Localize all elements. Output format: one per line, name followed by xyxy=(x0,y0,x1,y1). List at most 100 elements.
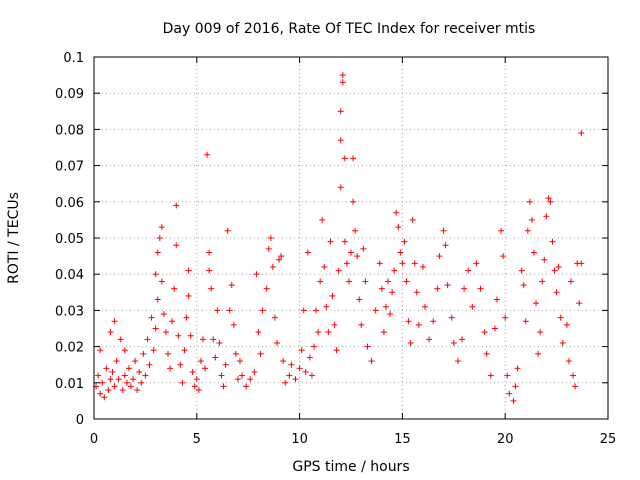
data-point xyxy=(407,339,414,346)
data-point xyxy=(226,307,233,314)
data-point xyxy=(337,108,344,115)
data-point xyxy=(395,224,402,231)
data-point xyxy=(335,267,342,274)
data-point xyxy=(450,339,457,346)
data-point xyxy=(206,249,213,256)
data-point xyxy=(559,339,566,346)
data-point xyxy=(313,307,320,314)
data-point xyxy=(298,347,305,354)
data-point xyxy=(337,184,344,191)
data-point xyxy=(469,303,476,310)
x-tick-label: 25 xyxy=(600,432,617,447)
data-point xyxy=(185,292,192,299)
data-point xyxy=(173,242,180,249)
data-point xyxy=(512,383,519,390)
data-point xyxy=(356,296,363,303)
grid-lines xyxy=(94,57,608,419)
y-tick-label: 0.01 xyxy=(55,377,84,392)
data-point xyxy=(300,307,307,314)
data-point xyxy=(214,307,221,314)
data-point xyxy=(204,151,211,158)
data-point xyxy=(103,365,110,372)
data-point xyxy=(553,289,560,296)
data-point xyxy=(152,271,159,278)
data-point xyxy=(169,318,176,325)
y-tick-label: 0.02 xyxy=(55,341,84,356)
data-point xyxy=(502,314,509,321)
data-point xyxy=(426,336,433,343)
y-axis-label: ROTI / TECUs xyxy=(6,192,22,284)
data-point xyxy=(343,260,350,267)
data-point xyxy=(265,245,272,252)
data-point xyxy=(481,329,488,336)
data-point xyxy=(493,296,500,303)
y-tick-label: 0.04 xyxy=(55,268,84,283)
data-point xyxy=(105,387,112,394)
data-point xyxy=(125,365,132,372)
data-point xyxy=(565,358,572,365)
data-point xyxy=(111,383,118,390)
data-point xyxy=(537,329,544,336)
data-point xyxy=(140,350,147,357)
data-point xyxy=(158,278,165,285)
y-tick-label: 0.03 xyxy=(55,304,84,319)
data-point xyxy=(121,372,128,379)
data-point xyxy=(461,285,468,292)
data-points xyxy=(93,72,585,404)
data-point xyxy=(473,260,480,267)
data-point xyxy=(543,213,550,220)
data-point xyxy=(101,394,108,401)
data-point xyxy=(115,376,122,383)
data-point xyxy=(331,321,338,328)
data-point xyxy=(154,249,161,256)
data-point xyxy=(510,397,517,404)
data-point xyxy=(391,267,398,274)
data-point xyxy=(572,383,579,390)
x-axis-label: GPS time / hours xyxy=(292,459,409,475)
data-point xyxy=(393,209,400,216)
chart-title: Day 009 of 2016, Rate Of TEC Index for r… xyxy=(163,21,536,37)
data-point xyxy=(352,227,359,234)
y-tick-label: 0.06 xyxy=(55,196,84,211)
data-point xyxy=(341,155,348,162)
data-point xyxy=(504,372,511,379)
data-point xyxy=(278,253,285,260)
data-point xyxy=(350,155,357,162)
data-point xyxy=(506,390,513,397)
data-point xyxy=(109,368,116,375)
data-point xyxy=(136,368,143,375)
data-point xyxy=(280,358,287,365)
data-point xyxy=(228,282,235,289)
data-point xyxy=(323,303,330,310)
data-point xyxy=(436,253,443,260)
data-point xyxy=(339,72,346,79)
data-point xyxy=(154,296,161,303)
data-point xyxy=(302,368,309,375)
data-point xyxy=(134,387,141,394)
data-point xyxy=(144,336,151,343)
data-point xyxy=(296,365,303,372)
data-point xyxy=(409,216,416,223)
data-point xyxy=(397,249,404,256)
data-point xyxy=(539,278,546,285)
data-point xyxy=(247,376,254,383)
data-point xyxy=(107,376,114,383)
data-point xyxy=(121,347,128,354)
data-point xyxy=(113,358,120,365)
data-point xyxy=(304,249,311,256)
y-tick-label: 0.09 xyxy=(55,87,84,102)
data-point xyxy=(354,253,361,260)
data-point xyxy=(189,368,196,375)
data-point xyxy=(319,216,326,223)
data-point xyxy=(362,278,369,285)
data-point xyxy=(187,332,194,339)
data-point xyxy=(138,379,145,386)
data-point xyxy=(325,329,332,336)
data-point xyxy=(119,387,126,394)
data-point xyxy=(382,303,389,310)
data-point xyxy=(267,235,274,241)
data-point xyxy=(208,285,215,292)
data-point xyxy=(364,343,371,350)
data-point xyxy=(368,358,375,365)
